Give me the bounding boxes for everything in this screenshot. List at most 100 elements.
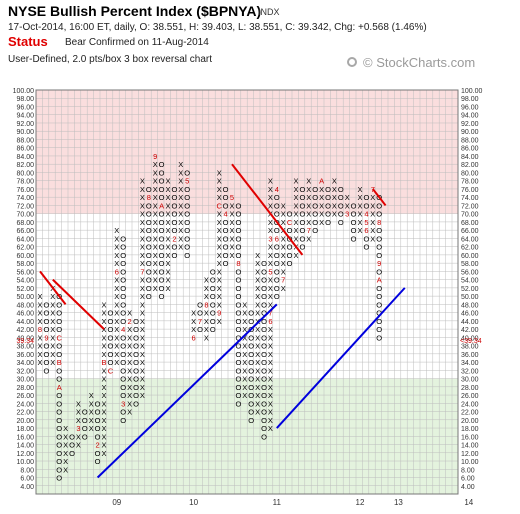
x-box: X — [50, 309, 55, 318]
o-box: O — [82, 416, 88, 425]
x-box: X — [204, 309, 209, 318]
o-box: O — [120, 243, 126, 252]
y-tick-label-right: 64.00 — [461, 236, 479, 243]
o-box: O — [171, 251, 177, 260]
o-box: O — [248, 333, 254, 342]
x-box: X — [217, 210, 222, 219]
x-box: X — [50, 358, 55, 367]
x-box: X — [165, 243, 170, 252]
x-box: X — [50, 333, 55, 342]
x-box: X — [255, 292, 260, 301]
o-box: O — [210, 267, 216, 276]
month-marker: C — [216, 201, 222, 210]
y-tick-label-left: 84.00 — [16, 154, 34, 161]
y-tick-label-left: 98.00 — [16, 96, 34, 103]
y-tick-label-left: 36.00 — [16, 352, 34, 359]
o-box: O — [197, 325, 203, 334]
o-box: O — [184, 201, 190, 210]
x-box: X — [242, 366, 247, 375]
x-box: X — [165, 234, 170, 243]
x-box: X — [306, 234, 311, 243]
o-box: O — [56, 375, 62, 384]
o-box: O — [56, 300, 62, 309]
y-tick-label-left: 66.00 — [16, 228, 34, 235]
x-box: X — [255, 267, 260, 276]
o-box: O — [133, 317, 139, 326]
x-box: X — [140, 243, 145, 252]
year-label: 13 — [394, 498, 403, 507]
x-box: X — [319, 193, 324, 202]
x-box: X — [165, 185, 170, 194]
x-box: X — [204, 284, 209, 293]
o-box: O — [261, 300, 267, 309]
x-box: X — [319, 185, 324, 194]
o-box: O — [235, 391, 241, 400]
o-box: O — [261, 424, 267, 433]
x-box: X — [165, 226, 170, 235]
x-box: X — [255, 276, 260, 285]
o-box: O — [184, 226, 190, 235]
o-box: O — [376, 267, 382, 276]
y-tick-label-right: 62.00 — [461, 245, 479, 252]
o-box: O — [235, 226, 241, 235]
o-box: O — [133, 350, 139, 359]
y-tick-label-left: 60.00 — [16, 253, 34, 260]
x-box: X — [50, 350, 55, 359]
y-tick-label-right: 20.00 — [461, 418, 479, 425]
o-box: O — [159, 259, 165, 268]
o-box: O — [120, 234, 126, 243]
x-box: X — [293, 251, 298, 260]
x-box: X — [242, 383, 247, 392]
o-box: O — [248, 358, 254, 367]
o-box: O — [235, 317, 241, 326]
y-tick-label-right: 88.00 — [461, 137, 479, 144]
o-box: O — [56, 408, 62, 417]
x-box: X — [255, 251, 260, 260]
o-box: O — [43, 325, 49, 334]
y-tick-label-right: 90.00 — [461, 129, 479, 136]
o-box: O — [312, 201, 318, 210]
month-marker: 4 — [121, 325, 125, 334]
o-box: O — [95, 416, 101, 425]
o-box: O — [299, 201, 305, 210]
x-box: X — [255, 300, 260, 309]
x-box: X — [37, 358, 42, 367]
o-box: O — [351, 218, 357, 227]
o-box: O — [184, 243, 190, 252]
x-box: X — [217, 168, 222, 177]
month-marker: 7 — [307, 226, 311, 235]
x-box: X — [281, 201, 286, 210]
x-box: X — [140, 234, 145, 243]
x-box: X — [268, 276, 273, 285]
x-box: X — [217, 193, 222, 202]
o-box: O — [210, 325, 216, 334]
x-box: X — [217, 243, 222, 252]
x-box: X — [37, 350, 42, 359]
resistance-trend-line — [39, 270, 67, 305]
x-box: X — [229, 243, 234, 252]
x-box: X — [255, 309, 260, 318]
x-box: X — [153, 259, 158, 268]
o-box: O — [235, 342, 241, 351]
x-box: X — [281, 267, 286, 276]
x-box: X — [114, 243, 119, 252]
x-box: X — [191, 309, 196, 318]
x-box: X — [153, 276, 158, 285]
x-box: X — [255, 342, 260, 351]
y-tick-label-right: 80.00 — [461, 170, 479, 177]
o-box: O — [376, 234, 382, 243]
o-box: O — [159, 267, 165, 276]
x-box: X — [140, 350, 145, 359]
x-box: X — [114, 259, 119, 268]
month-marker: C — [108, 366, 114, 375]
x-box: X — [357, 193, 362, 202]
o-box: O — [235, 325, 241, 334]
y-tick-label-left: 22.00 — [16, 410, 34, 417]
y-tick-label-left: 34.00 — [16, 360, 34, 367]
x-box: X — [268, 201, 273, 210]
o-box: O — [376, 251, 382, 260]
o-box: O — [261, 292, 267, 301]
x-box: X — [153, 234, 158, 243]
o-box: O — [312, 185, 318, 194]
month-marker: 5 — [364, 218, 368, 227]
